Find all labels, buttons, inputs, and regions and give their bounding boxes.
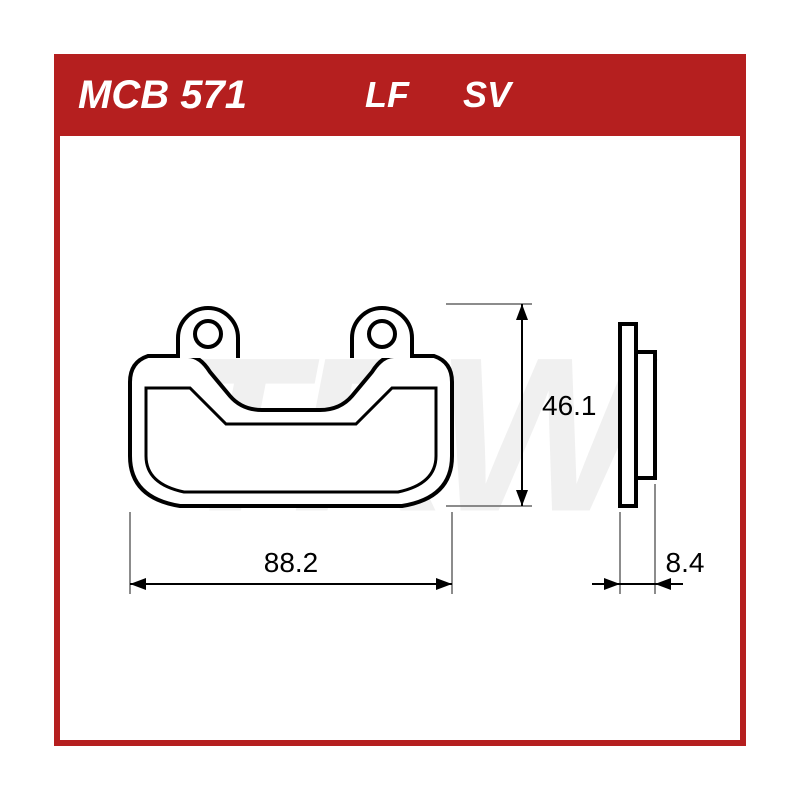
code-cell-2: SV <box>440 60 540 130</box>
code-2: SV <box>463 74 511 116</box>
technical-drawing: 88.2 46.1 8.4 <box>60 136 740 734</box>
svg-text:8.4: 8.4 <box>666 547 705 578</box>
code-1: LF <box>365 74 409 116</box>
diagram-frame: MCB 571 LF SV TRW 88.246.18.4 <box>54 54 746 746</box>
blank-cell-1 <box>540 60 640 130</box>
part-number: MCB 571 <box>78 73 247 118</box>
svg-text:88.2: 88.2 <box>264 547 319 578</box>
code-cell-1: LF <box>340 60 440 130</box>
part-number-cell: MCB 571 <box>60 60 340 130</box>
drawing-area: TRW 88.246.18.4 <box>60 136 740 734</box>
blank-cell-2 <box>640 60 740 130</box>
header-row: MCB 571 LF SV <box>60 60 740 136</box>
svg-text:46.1: 46.1 <box>542 390 597 421</box>
